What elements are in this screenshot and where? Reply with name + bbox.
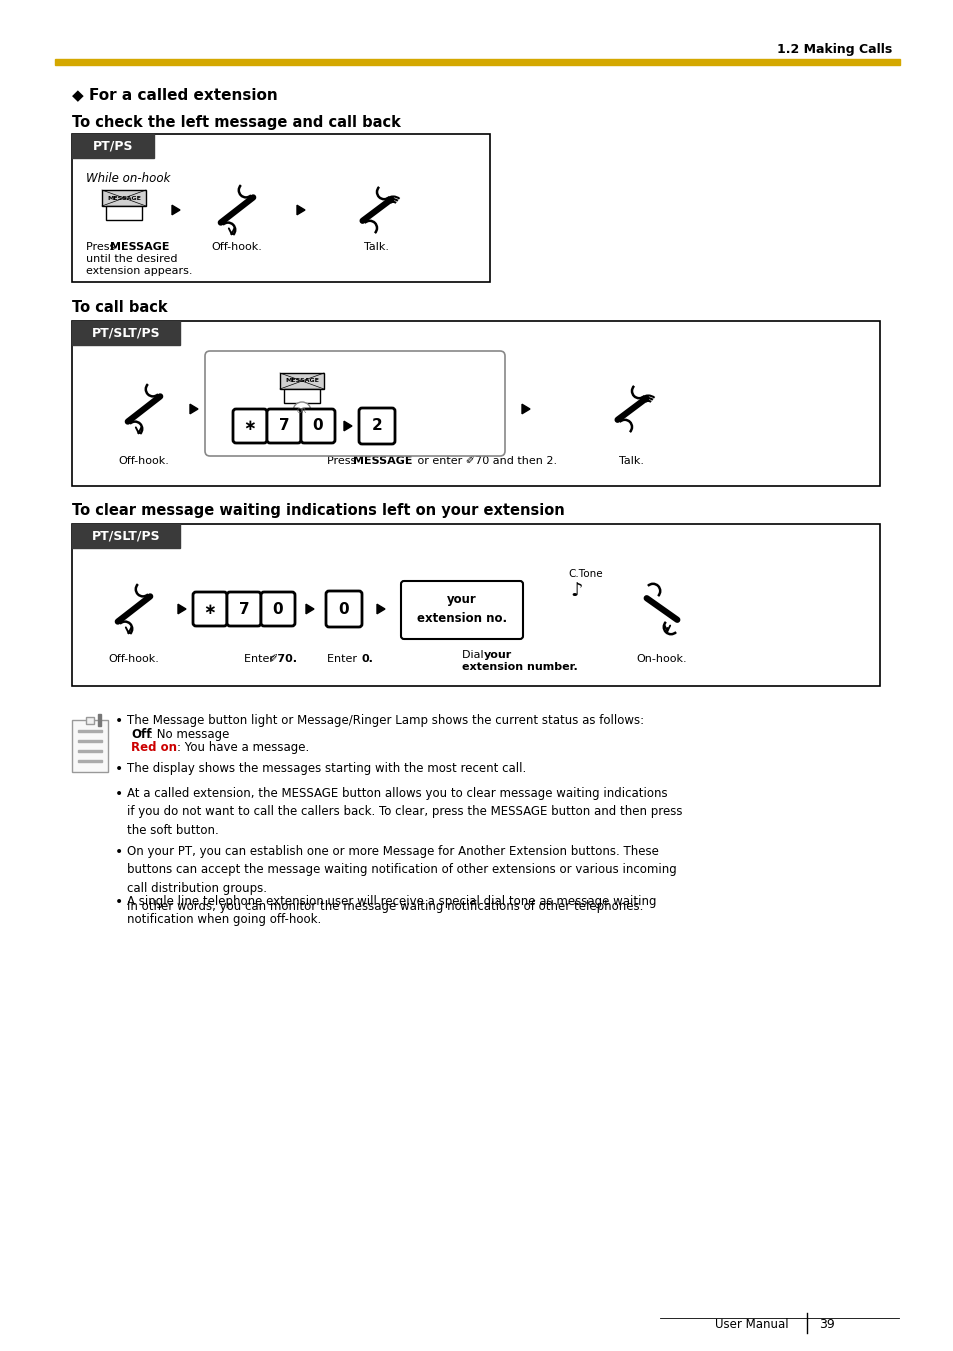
- Text: MESSAGE: MESSAGE: [285, 378, 318, 384]
- Circle shape: [293, 403, 311, 420]
- Text: 7: 7: [278, 419, 289, 434]
- Text: The Message button light or Message/Ringer Lamp shows the current status as foll: The Message button light or Message/Ring…: [127, 713, 643, 727]
- Text: Enter: Enter: [327, 654, 360, 663]
- Text: A single line telephone extension user will receive a special dial tone as messa: A single line telephone extension user w…: [127, 894, 656, 927]
- Polygon shape: [376, 604, 385, 613]
- Text: MESSAGE: MESSAGE: [107, 196, 141, 200]
- FancyBboxPatch shape: [267, 409, 301, 443]
- FancyBboxPatch shape: [233, 409, 267, 443]
- Text: Enter: Enter: [244, 654, 277, 663]
- Text: or enter ✐70 and then 2.: or enter ✐70 and then 2.: [414, 457, 557, 466]
- Text: User Manual: User Manual: [715, 1319, 788, 1332]
- Text: C.Tone: C.Tone: [568, 569, 602, 580]
- Text: extension number.: extension number.: [461, 662, 578, 671]
- Text: 1.2 Making Calls: 1.2 Making Calls: [776, 43, 891, 57]
- Text: MESSAGE: MESSAGE: [353, 457, 412, 466]
- Text: •: •: [115, 788, 123, 801]
- Bar: [71, 322, 879, 486]
- Text: 0.: 0.: [361, 654, 374, 663]
- Text: The display shows the messages starting with the most recent call.: The display shows the messages starting …: [127, 762, 526, 775]
- Bar: [280, 373, 324, 389]
- Text: •: •: [115, 844, 123, 859]
- Bar: [71, 524, 879, 686]
- Polygon shape: [172, 205, 180, 215]
- Bar: [71, 720, 108, 771]
- Text: MESSAGE: MESSAGE: [110, 242, 170, 253]
- Text: To check the left message and call back: To check the left message and call back: [71, 115, 400, 130]
- Text: Off: Off: [131, 728, 152, 740]
- Text: ∗: ∗: [203, 601, 216, 616]
- Text: 39: 39: [818, 1319, 834, 1332]
- Text: Off-hook.: Off-hook.: [212, 242, 262, 253]
- Bar: [71, 524, 180, 549]
- Text: •: •: [115, 713, 123, 728]
- Text: : You have a message.: : You have a message.: [177, 740, 309, 754]
- Text: PT/PS: PT/PS: [92, 139, 133, 153]
- Text: 0: 0: [338, 601, 349, 616]
- Text: ∗: ∗: [243, 419, 256, 434]
- Text: until the desired: until the desired: [86, 254, 177, 263]
- Bar: [78, 761, 102, 762]
- Bar: [102, 190, 146, 205]
- Text: Talk.: Talk.: [618, 457, 644, 466]
- Text: On your PT, you can establish one or more Message for Another Extension buttons.: On your PT, you can establish one or mor…: [127, 844, 676, 894]
- Text: 0: 0: [273, 601, 283, 616]
- Text: Off-hook.: Off-hook.: [109, 654, 159, 663]
- Bar: [55, 59, 899, 65]
- FancyBboxPatch shape: [400, 581, 522, 639]
- Text: In other words, you can monitor the message waiting notifications of other telep: In other words, you can monitor the mess…: [127, 900, 642, 913]
- Polygon shape: [344, 422, 352, 431]
- Text: PT/SLT/PS: PT/SLT/PS: [91, 327, 160, 339]
- FancyBboxPatch shape: [261, 592, 294, 626]
- Bar: [78, 750, 102, 753]
- Text: Talk.: Talk.: [364, 242, 389, 253]
- Text: extension appears.: extension appears.: [86, 266, 193, 276]
- Text: Press: Press: [86, 242, 118, 253]
- Text: your: your: [483, 650, 512, 661]
- Text: 0: 0: [313, 419, 323, 434]
- FancyBboxPatch shape: [301, 409, 335, 443]
- Text: : No message: : No message: [149, 728, 229, 740]
- Text: At a called extension, the MESSAGE button allows you to clear message waiting in: At a called extension, the MESSAGE butto…: [127, 788, 681, 838]
- Bar: [71, 134, 153, 158]
- Text: PT/SLT/PS: PT/SLT/PS: [91, 530, 160, 543]
- Text: •: •: [115, 762, 123, 775]
- Text: While on-hook: While on-hook: [86, 172, 171, 185]
- Bar: [71, 322, 180, 345]
- Polygon shape: [178, 604, 186, 613]
- Polygon shape: [296, 205, 305, 215]
- Text: ◆ For a called extension: ◆ For a called extension: [71, 88, 277, 103]
- Text: OR: OR: [296, 408, 307, 413]
- Text: Press: Press: [327, 457, 359, 466]
- Text: On-hook.: On-hook.: [636, 654, 686, 663]
- Bar: [78, 740, 102, 742]
- Text: your: your: [447, 593, 476, 607]
- Text: 2: 2: [372, 419, 382, 434]
- Text: extension no.: extension no.: [416, 612, 507, 624]
- FancyBboxPatch shape: [326, 590, 361, 627]
- Bar: [71, 134, 490, 282]
- Polygon shape: [521, 404, 530, 413]
- Text: •: •: [115, 894, 123, 909]
- Text: Off-hook.: Off-hook.: [118, 457, 170, 466]
- Text: ♪: ♪: [570, 581, 582, 600]
- Bar: [98, 713, 101, 725]
- Polygon shape: [190, 404, 198, 413]
- Text: Dial: Dial: [461, 650, 487, 661]
- Bar: [78, 730, 102, 732]
- Text: To call back: To call back: [71, 300, 168, 316]
- Text: To clear message waiting indications left on your extension: To clear message waiting indications lef…: [71, 503, 564, 517]
- FancyBboxPatch shape: [193, 592, 227, 626]
- FancyBboxPatch shape: [205, 351, 504, 457]
- FancyBboxPatch shape: [227, 592, 261, 626]
- FancyBboxPatch shape: [358, 408, 395, 444]
- Polygon shape: [306, 604, 314, 613]
- Bar: [106, 205, 142, 220]
- Text: Red on: Red on: [131, 740, 177, 754]
- Bar: [86, 717, 94, 724]
- Text: ✐70.: ✐70.: [268, 654, 296, 663]
- Text: 7: 7: [238, 601, 249, 616]
- Bar: [284, 389, 319, 403]
